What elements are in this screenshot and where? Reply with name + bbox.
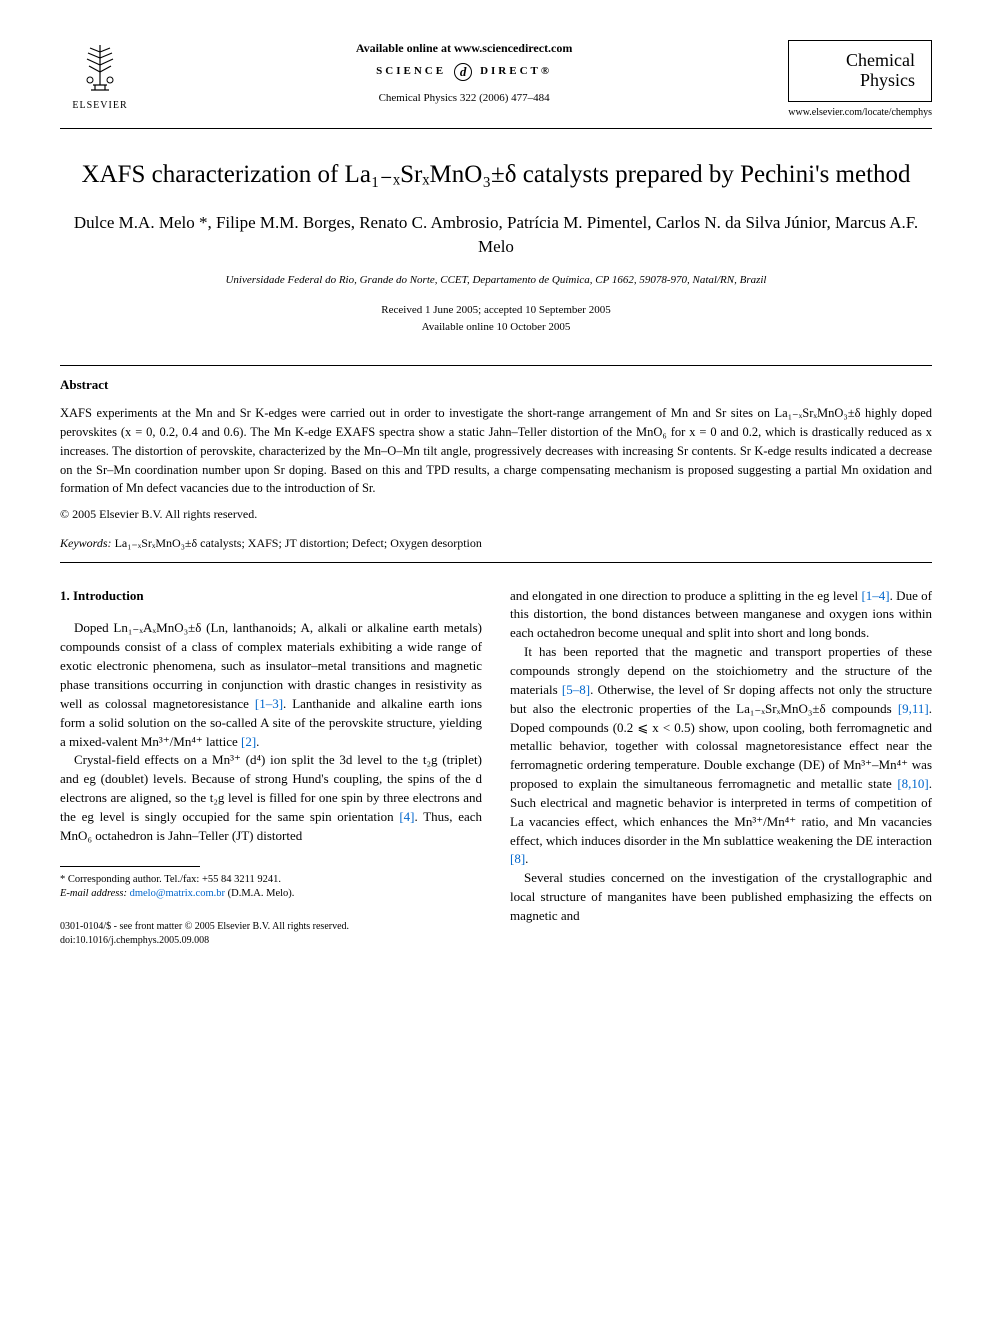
right-column: and elongated in one direction to produc… [510, 587, 932, 948]
ref-link[interactable]: [4] [399, 809, 414, 824]
ref-link[interactable]: [5–8] [562, 682, 590, 697]
keywords-label: Keywords: [60, 536, 112, 550]
abstract-heading: Abstract [60, 376, 932, 394]
dates: Received 1 June 2005; accepted 10 Septem… [60, 302, 932, 335]
footnote-divider [60, 866, 200, 867]
journal-box-wrapper: Chemical Physics www.elsevier.com/locate… [788, 40, 932, 120]
elsevier-label: ELSEVIER [60, 99, 140, 113]
col2-para3: Several studies concerned on the investi… [510, 869, 932, 926]
header-divider [60, 128, 932, 129]
journal-name-1: Chemical [805, 51, 915, 71]
elsevier-tree-icon [75, 40, 125, 95]
journal-name-2: Physics [805, 71, 915, 91]
email-address[interactable]: dmelo@matrix.com.br [130, 888, 225, 899]
email-suffix: (D.M.A. Melo). [228, 888, 295, 899]
copyright: © 2005 Elsevier B.V. All rights reserved… [60, 506, 932, 523]
ref-link[interactable]: [8,10] [897, 776, 928, 791]
sciencedirect-logo: SCIENCE d DIRECT® [140, 63, 788, 81]
received-date: Received 1 June 2005; accepted 10 Septem… [60, 302, 932, 319]
abstract-top-divider [60, 365, 932, 366]
journal-url: www.elsevier.com/locate/chemphys [788, 106, 932, 120]
footer-line1: 0301-0104/$ - see front matter © 2005 El… [60, 920, 482, 934]
footnote: * Corresponding author. Tel./fax: +55 84… [60, 873, 482, 902]
col2-para2: It has been reported that the magnetic a… [510, 643, 932, 869]
ref-link[interactable]: [8] [510, 851, 525, 866]
affiliation: Universidade Federal do Rio, Grande do N… [60, 273, 932, 288]
col1-para1: Doped Ln₁₋ₓAₓMnO₃±δ (Ln, lanthanoids; A,… [60, 619, 482, 751]
ref-link[interactable]: [9,11] [898, 701, 929, 716]
col1-para2: Crystal-field effects on a Mn³⁺ (d⁴) ion… [60, 751, 482, 845]
footer: 0301-0104/$ - see front matter © 2005 El… [60, 920, 482, 948]
elsevier-logo: ELSEVIER [60, 40, 140, 113]
abstract-text: XAFS experiments at the Mn and Sr K-edge… [60, 404, 932, 498]
header-center: Available online at www.sciencedirect.co… [140, 40, 788, 106]
ref-link[interactable]: [2] [241, 734, 256, 749]
left-column: 1. Introduction Doped Ln₁₋ₓAₓMnO₃±δ (Ln,… [60, 587, 482, 948]
email-line: E-mail address: dmelo@matrix.com.br (D.M… [60, 887, 482, 902]
footer-line2: doi:10.1016/j.chemphys.2005.09.008 [60, 934, 482, 948]
sd-right: DIRECT® [480, 64, 552, 79]
abstract-bottom-divider [60, 562, 932, 563]
sd-left: SCIENCE [376, 64, 446, 79]
ref-link[interactable]: [1–4] [861, 588, 889, 603]
keywords-text: La₁₋ₓSrₓMnO₃±δ catalysts; XAFS; JT disto… [115, 536, 482, 550]
ref-link[interactable]: [1–3] [255, 696, 283, 711]
email-label: E-mail address: [60, 888, 127, 899]
corresponding-author: * Corresponding author. Tel./fax: +55 84… [60, 873, 482, 888]
col2-para1: and elongated in one direction to produc… [510, 587, 932, 644]
journal-reference: Chemical Physics 322 (2006) 477–484 [140, 91, 788, 106]
authors: Dulce M.A. Melo *, Filipe M.M. Borges, R… [60, 211, 932, 259]
keywords: Keywords: La₁₋ₓSrₓMnO₃±δ catalysts; XAFS… [60, 535, 932, 552]
intro-heading: 1. Introduction [60, 587, 482, 606]
journal-box: Chemical Physics [788, 40, 932, 102]
paper-title: XAFS characterization of La₁₋ₓSrₓMnO₃±δ … [60, 159, 932, 192]
body-columns: 1. Introduction Doped Ln₁₋ₓAₓMnO₃±δ (Ln,… [60, 587, 932, 948]
header-row: ELSEVIER Available online at www.science… [60, 40, 932, 120]
sd-d-icon: d [454, 63, 472, 81]
available-date: Available online 10 October 2005 [60, 319, 932, 336]
available-online-text: Available online at www.sciencedirect.co… [140, 40, 788, 57]
